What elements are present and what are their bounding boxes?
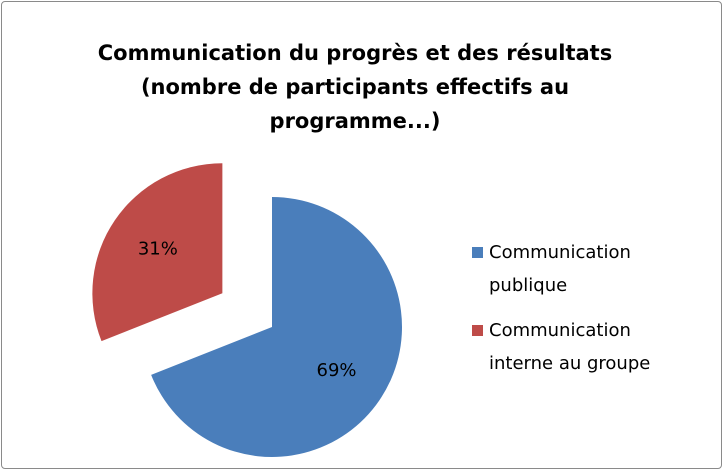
legend-label: Communication interne au groupe	[489, 320, 651, 374]
legend-swatch	[472, 325, 483, 336]
chart-title: Communication du progrès et des résultat…	[97, 41, 613, 133]
legend-entry: Communication publique	[472, 236, 712, 302]
legend-entry: Communication interne au groupe	[472, 314, 712, 380]
data-label: 31%	[138, 238, 178, 259]
legend-label: Communication publique	[489, 242, 631, 296]
legend-swatch	[472, 247, 483, 258]
data-label: 69%	[317, 360, 357, 381]
pie-slice	[151, 197, 403, 457]
pie-slice	[92, 163, 223, 342]
